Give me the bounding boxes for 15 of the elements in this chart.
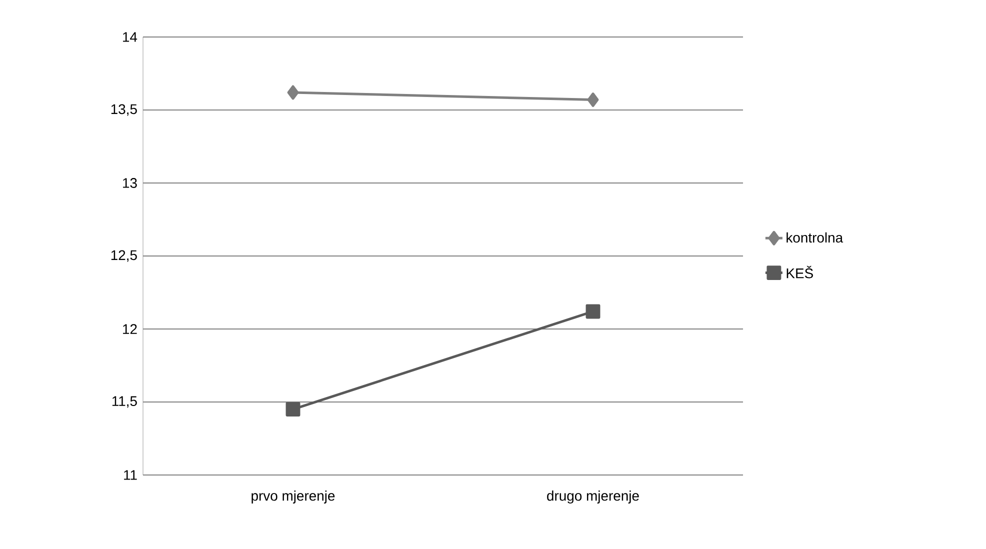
point xyxy=(586,304,600,319)
y-tick-label: 11,5 xyxy=(112,396,137,408)
legend-label: KEŠ xyxy=(786,266,813,278)
y-tick-label: 13 xyxy=(123,178,137,188)
y-tick-label: 12,5 xyxy=(111,250,137,262)
x-tick-label: drugo mjerenje xyxy=(547,490,639,504)
y-tick-label: 14 xyxy=(123,32,138,42)
point xyxy=(587,92,599,107)
x-tick-label: prvo mjerenje xyxy=(252,490,335,504)
point xyxy=(287,85,299,100)
y-tick-label: 12 xyxy=(123,324,137,334)
legend-label: kontrolna xyxy=(786,232,844,243)
y-tick-label: 11 xyxy=(124,470,137,480)
point xyxy=(286,402,300,417)
y-tick-label: 13,5 xyxy=(111,104,137,116)
